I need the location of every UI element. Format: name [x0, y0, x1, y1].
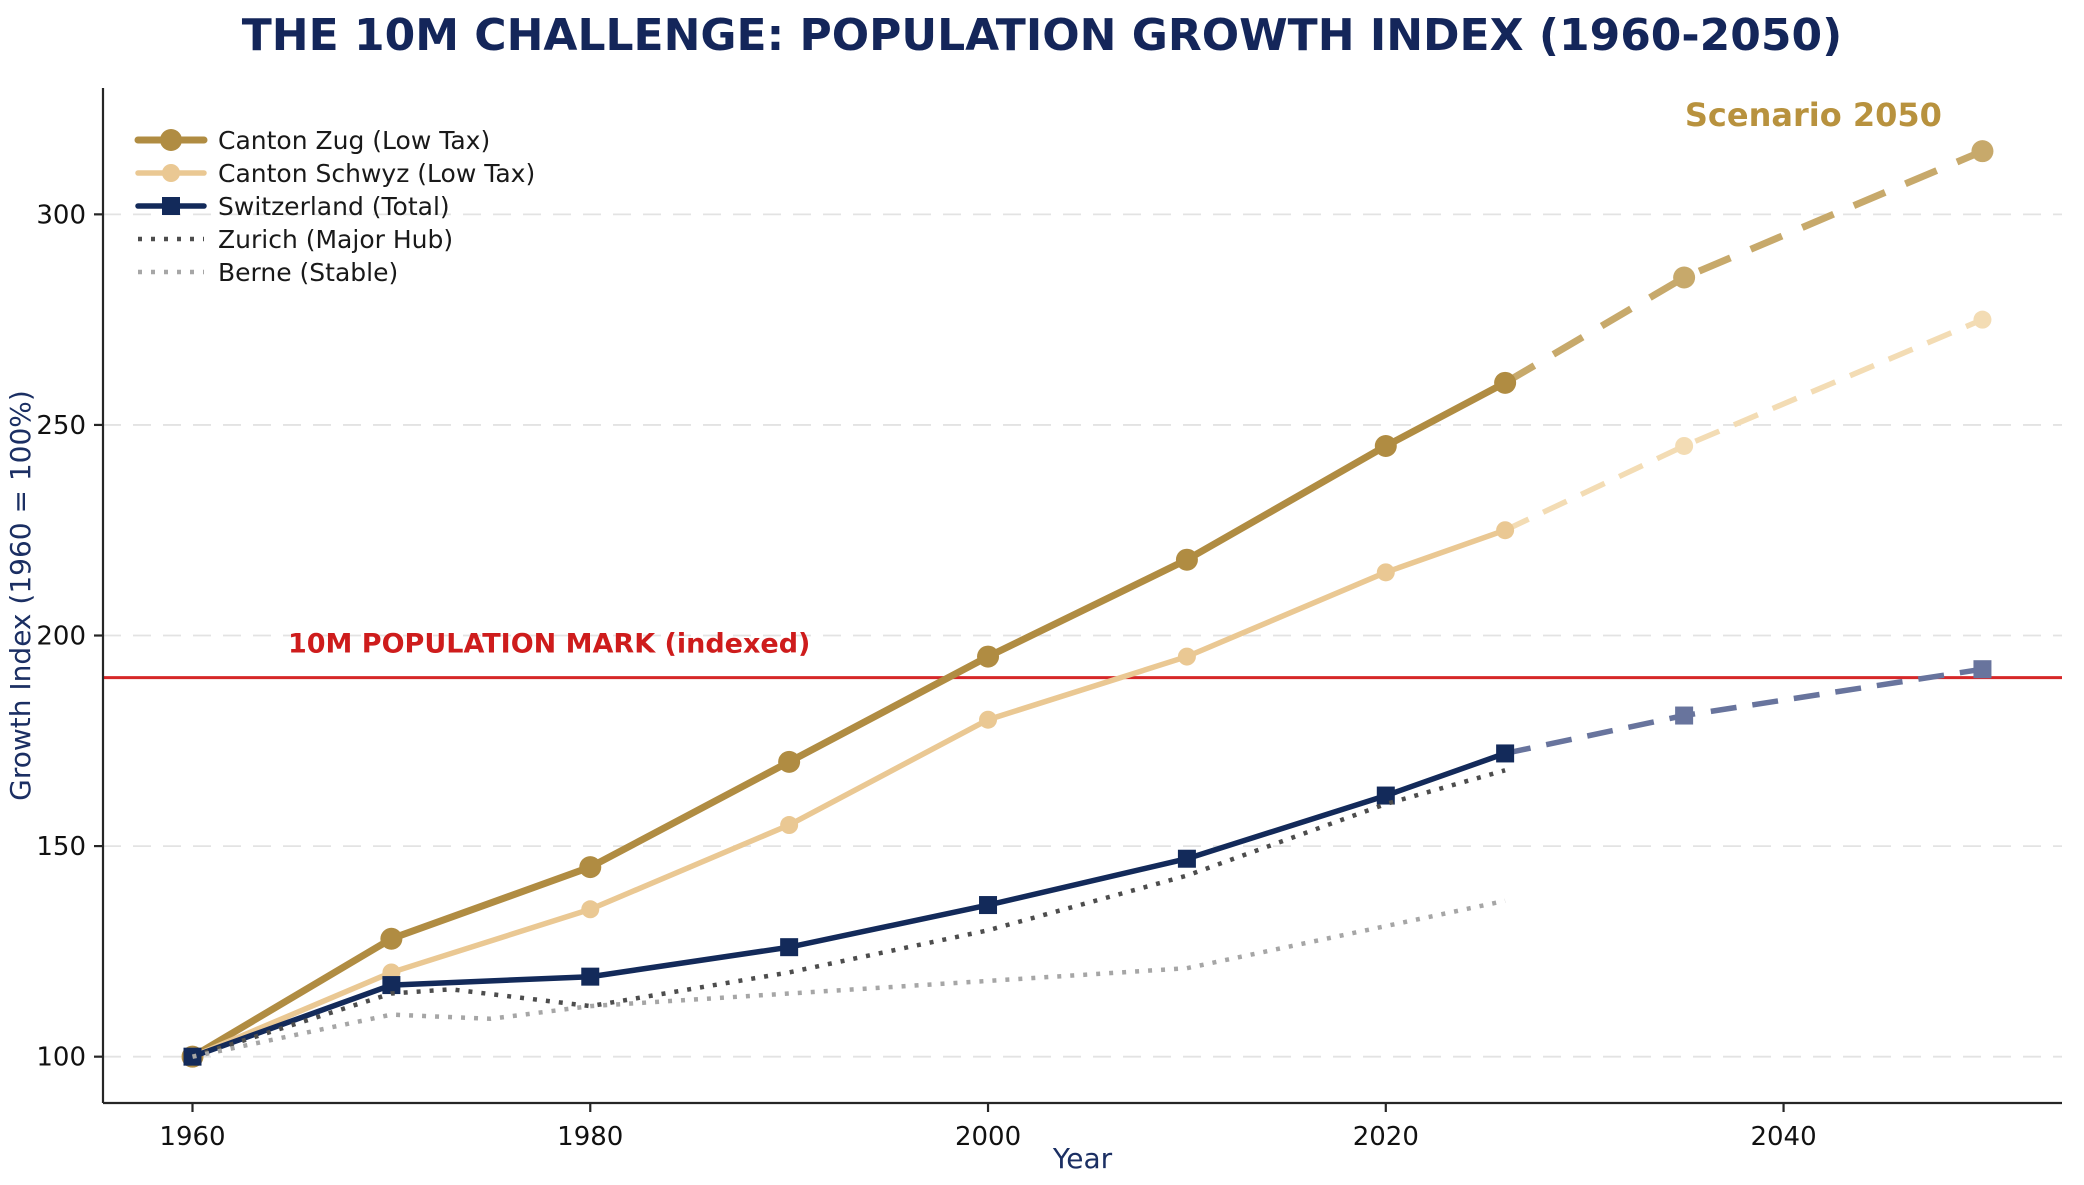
- x-tick-label: 2020: [1353, 1122, 1419, 1152]
- y-tick-label: 150: [36, 832, 86, 862]
- data-point-marker: [581, 967, 600, 986]
- legend-label: Canton Zug (Low Tax): [218, 126, 490, 155]
- data-point-marker: [1973, 660, 1992, 679]
- axes: 100 150 200 250 300 1960 1980 2000 2020 2040: [36, 200, 1816, 1152]
- data-point-marker: [1177, 849, 1196, 868]
- data-point-marker: [1971, 140, 1994, 163]
- legend-label: Switzerland (Total): [218, 192, 450, 221]
- data-point-marker: [581, 900, 600, 919]
- data-point-marker: [1675, 436, 1694, 455]
- legend-label: Canton Schwyz (Low Tax): [218, 159, 535, 188]
- x-tick-label: 1980: [557, 1122, 623, 1152]
- y-tick-label: 100: [36, 1043, 86, 1073]
- x-tick-label: 1960: [159, 1122, 225, 1152]
- data-point-marker: [1177, 647, 1196, 666]
- series-line: [192, 898, 1506, 1059]
- data-point-marker: [380, 927, 403, 950]
- data-point-marker: [1496, 744, 1515, 763]
- legend: Canton Zug (Low Tax) Canton Schwyz (Low T…: [134, 126, 535, 287]
- data-point-marker: [382, 976, 401, 995]
- ten-m-population-mark-label: 10M POPULATION MARK (indexed): [288, 628, 810, 659]
- data-point-marker: [579, 856, 602, 879]
- legend-marker-sample: [160, 129, 182, 151]
- data-point-marker: [1376, 563, 1395, 582]
- series-canton-zug-low-tax: [181, 140, 1994, 1068]
- series-berne-stable: [192, 898, 1506, 1059]
- data-point-marker: [1496, 521, 1515, 540]
- legend-label: Zurich (Major Hub): [218, 225, 453, 254]
- data-point-marker: [1494, 371, 1517, 394]
- x-tick-label: 2000: [955, 1122, 1021, 1152]
- series-canton-schwyz-low-tax: [183, 310, 1992, 1066]
- series-line: [189, 527, 1508, 1060]
- series-zurich-major-hub: [191, 768, 1506, 1059]
- data-point-marker: [1673, 266, 1696, 289]
- chart-title: THE 10M CHALLENGE: POPULATION GROWTH IND…: [241, 10, 1843, 61]
- data-point-marker: [979, 896, 998, 915]
- legend-marker-sample: [162, 197, 180, 215]
- series-line: [191, 768, 1506, 1059]
- data-point-marker: [1374, 434, 1397, 457]
- data-point-marker: [977, 645, 1000, 668]
- data-point-marker: [979, 710, 998, 729]
- data-point-marker: [1973, 310, 1992, 329]
- data-point-marker: [780, 938, 799, 957]
- y-tick-label: 300: [36, 200, 86, 230]
- series-forecast-line: [1503, 317, 1984, 533]
- y-tick-label: 250: [36, 411, 86, 441]
- data-point-marker: [1175, 548, 1198, 571]
- scenario-2050-label: Scenario 2050: [1685, 96, 1942, 134]
- y-axis-label: Growth Index (1960 = 100%): [4, 390, 37, 801]
- data-point-marker: [780, 816, 799, 835]
- series-line: [189, 379, 1509, 1061]
- series-switzerland-total: [183, 660, 1992, 1066]
- data-point-marker: [1675, 706, 1694, 725]
- x-axis-label: Year: [1052, 1142, 1113, 1175]
- series-line: [189, 750, 1508, 1060]
- legend-marker-sample: [162, 164, 180, 182]
- x-tick-label: 2040: [1750, 1122, 1816, 1152]
- series-forecast-line: [1504, 666, 1983, 757]
- y-tick-label: 200: [36, 622, 86, 652]
- data-point-marker: [778, 750, 801, 773]
- data-point-marker: [1376, 786, 1395, 805]
- legend-label: Berne (Stable): [218, 258, 398, 287]
- series-forecast-line: [1503, 147, 1984, 386]
